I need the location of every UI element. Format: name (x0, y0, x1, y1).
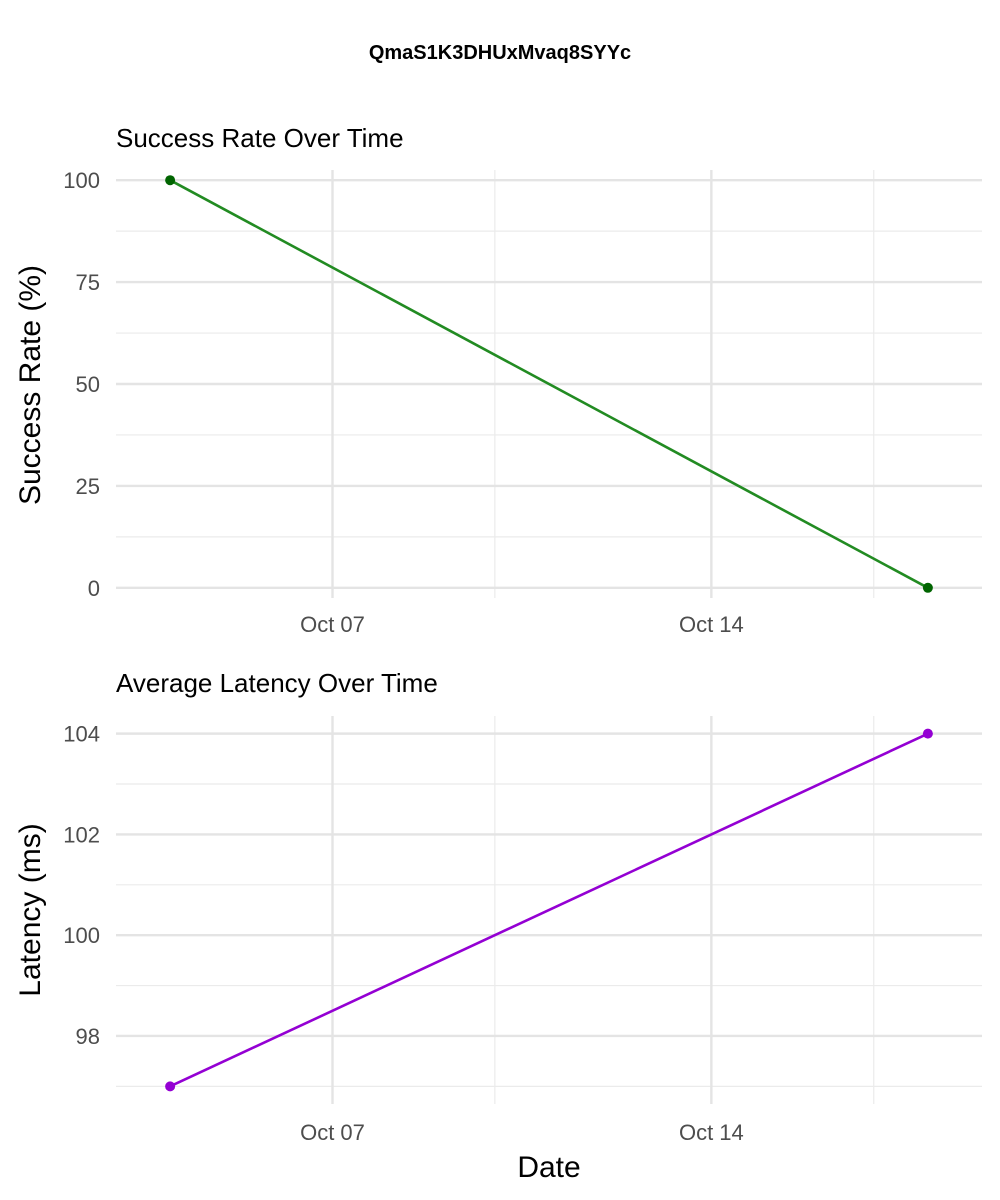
latency-panel: Average Latency Over Time Latency (ms) D… (14, 668, 982, 1184)
series-line (169, 732, 929, 1088)
y-tick-label: 75 (76, 270, 100, 295)
data-point (165, 1081, 176, 1092)
chart-title-success-rate: Success Rate Over Time (116, 123, 404, 153)
chart-title-latency: Average Latency Over Time (116, 668, 438, 698)
x-tick-label: Oct 14 (679, 612, 744, 637)
data-point (165, 175, 176, 186)
success-rate-panel: Success Rate Over Time Success Rate (%) … (14, 123, 982, 637)
x-tick-label: Oct 07 (300, 612, 365, 637)
y-tick-label: 100 (63, 923, 100, 948)
y-tick-label: 50 (76, 372, 100, 397)
y-axis-title-latency: Latency (ms) (14, 823, 47, 996)
y-tick-label: 104 (63, 722, 100, 747)
y-axis-title-success-rate: Success Rate (%) (14, 265, 47, 505)
series-line (169, 179, 929, 589)
x-tick-label: Oct 07 (300, 1120, 365, 1145)
x-axis-title: Date (517, 1151, 580, 1184)
y-tick-label: 25 (76, 474, 100, 499)
data-point (922, 728, 933, 739)
y-tick-label: 0 (88, 576, 100, 601)
y-tick-label: 100 (63, 168, 100, 193)
x-tick-label: Oct 14 (679, 1120, 744, 1145)
y-tick-label: 102 (63, 822, 100, 847)
page-title: QmaS1K3DHUxMvaq8SYYc (368, 42, 632, 64)
y-tick-label: 98 (76, 1024, 100, 1049)
data-point (922, 582, 933, 593)
